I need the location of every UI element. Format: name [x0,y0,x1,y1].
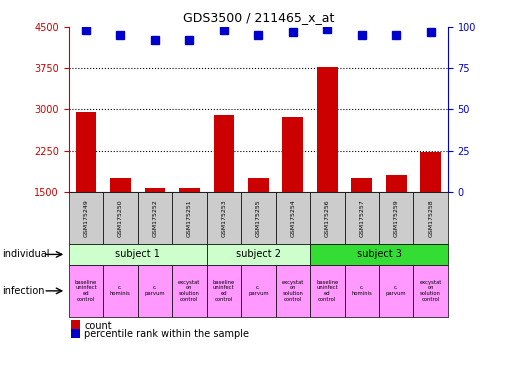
Text: infection: infection [3,286,45,296]
Text: c.
parvum: c. parvum [145,285,165,296]
Text: baseline
uninfect
ed
control: baseline uninfect ed control [213,280,235,302]
Bar [179,188,200,192]
Bar [213,116,234,192]
Text: baseline
uninfect
ed
control: baseline uninfect ed control [316,280,338,302]
Bar [317,66,337,192]
Bar [110,178,131,192]
Bar [351,178,372,192]
Text: c.
parvum: c. parvum [386,285,407,296]
Text: GSM175255: GSM175255 [256,199,261,237]
Text: excystat
on
solution
control: excystat on solution control [419,280,442,302]
Text: percentile rank within the sample: percentile rank within the sample [84,329,249,339]
Title: GDS3500 / 211465_x_at: GDS3500 / 211465_x_at [183,11,334,24]
Text: GSM175253: GSM175253 [221,199,227,237]
Text: c.
parvum: c. parvum [248,285,269,296]
Bar [420,152,441,192]
Text: subject 1: subject 1 [115,249,160,260]
Text: subject 2: subject 2 [236,249,281,260]
Text: GSM175257: GSM175257 [359,199,364,237]
Text: c.
hominis: c. hominis [351,285,372,296]
Bar [145,188,165,192]
Text: count: count [84,321,112,331]
Bar [386,175,407,192]
Text: individual: individual [3,249,50,260]
Text: excystat
on
solution
control: excystat on solution control [178,280,201,302]
Text: excystat
on
solution
control: excystat on solution control [281,280,304,302]
Text: GSM175256: GSM175256 [325,199,330,237]
Text: GSM175250: GSM175250 [118,199,123,237]
Text: GSM175252: GSM175252 [152,199,157,237]
Bar [248,178,269,192]
Text: GSM175259: GSM175259 [393,199,399,237]
Text: c.
hominis: c. hominis [110,285,131,296]
Text: GSM175258: GSM175258 [428,199,433,237]
Text: subject 3: subject 3 [356,249,402,260]
Bar [282,117,303,192]
Text: GSM175249: GSM175249 [83,199,89,237]
Text: GSM175251: GSM175251 [187,199,192,237]
Text: GSM175254: GSM175254 [290,199,295,237]
Text: baseline
uninfect
ed
control: baseline uninfect ed control [75,280,97,302]
Bar [76,112,96,192]
